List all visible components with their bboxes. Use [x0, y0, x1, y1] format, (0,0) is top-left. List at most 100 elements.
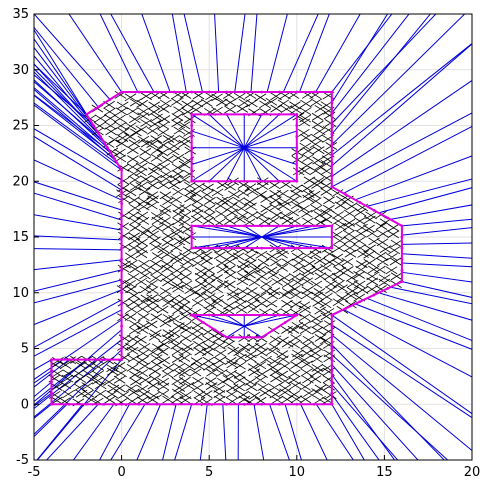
boundary-node [242, 224, 246, 228]
boundary-node [172, 402, 176, 406]
boundary-node [106, 146, 109, 150]
boundary-node [277, 224, 281, 228]
boundary-node [312, 246, 316, 250]
boundary-node [260, 112, 264, 116]
boundary-node [120, 347, 123, 350]
exterior-ray [331, 14, 431, 135]
boundary-node [207, 179, 211, 183]
exterior-ray [343, 309, 472, 378]
boundary-node [277, 402, 281, 406]
boundary-node [330, 380, 334, 384]
boundary-node [330, 174, 334, 178]
boundary-node [120, 179, 123, 183]
boundary-node [277, 313, 281, 317]
x-tick-label: 5 [205, 465, 213, 480]
boundary-node [330, 324, 334, 328]
exterior-ray [45, 403, 99, 460]
exterior-ray [331, 14, 410, 114]
hole-top-fan-line [191, 147, 245, 166]
boundary-node [120, 257, 123, 261]
boundary-node [190, 224, 194, 228]
boundary-node [120, 202, 123, 205]
boundary-node [330, 224, 334, 228]
exterior-ray [331, 314, 472, 415]
boundary-node [190, 90, 194, 94]
boundary-node [155, 90, 159, 94]
hole-top-fan-line [243, 147, 263, 182]
boundary-node [120, 302, 123, 306]
boundary-node [295, 146, 299, 150]
hatch-marks [48, 90, 403, 407]
boundary-node [277, 90, 281, 94]
boundary-node [92, 124, 95, 127]
boundary-node [120, 324, 123, 328]
boundary-node [155, 402, 159, 406]
boundary-node [330, 347, 334, 350]
boundary-node [260, 335, 264, 339]
boundary-node [190, 168, 194, 172]
boundary-node [225, 246, 229, 250]
exterior-ray [237, 404, 239, 460]
boundary-node [225, 90, 229, 94]
hole-lower-fan-line [191, 314, 245, 327]
hole-fan-lines [191, 113, 332, 338]
boundary-node [330, 153, 334, 157]
boundary-node [225, 335, 229, 339]
hole-middle-fan-line [191, 225, 262, 238]
boundary-polygons [50, 90, 404, 406]
exterior-ray [99, 404, 130, 460]
mesh-hatch-marks [48, 90, 403, 407]
boundary-node [120, 269, 123, 272]
boundary-node [102, 402, 106, 406]
boundary-node [400, 269, 404, 272]
exterior-ray [162, 404, 177, 460]
boundary-node [50, 358, 53, 362]
hole-top-fan-line [208, 147, 245, 182]
boundary-node [277, 246, 281, 250]
boundary-node [50, 369, 53, 373]
boundary-node [85, 112, 88, 116]
x-tick-label: 15 [376, 465, 393, 480]
exterior-ray [300, 404, 328, 460]
boundary-node [330, 391, 334, 395]
boundary-node [386, 286, 390, 290]
hole-top-fan-line [244, 147, 297, 166]
boundary-node [50, 391, 53, 395]
boundary-node [207, 224, 211, 228]
exterior-ray [401, 227, 472, 236]
boundary-node [400, 224, 404, 228]
boundary-node [120, 280, 123, 283]
boundary-node [120, 90, 123, 94]
boundary-node [225, 112, 229, 116]
exterior-ray [222, 404, 227, 460]
hole-top-fan-line [226, 147, 245, 182]
boundary-node [190, 124, 194, 127]
boundary-node [225, 179, 229, 183]
hole-middle-fan-line [209, 236, 262, 249]
boundary-node [330, 111, 334, 115]
boundary-node [120, 213, 123, 217]
hole-top-fan-line [191, 130, 245, 149]
y-tick-label: 0 [21, 397, 29, 412]
y-tick-label: 5 [21, 342, 29, 357]
boundary-node [225, 224, 229, 228]
boundary-node [50, 380, 53, 384]
boundary-node [213, 328, 217, 332]
boundary-node [190, 402, 194, 406]
boundary-node [260, 246, 264, 250]
boundary-node [190, 112, 194, 116]
hole-top-fan-line [243, 113, 280, 149]
hole-top-fan-line [191, 147, 245, 182]
exterior-ray [331, 79, 472, 177]
boundary-node [137, 402, 141, 406]
boundary-node [400, 257, 404, 261]
boundary-node [102, 358, 106, 362]
hole-top-fan-line [226, 114, 245, 149]
boundary-node [50, 402, 53, 406]
boundary-node [96, 105, 100, 109]
boundary-node [242, 112, 246, 116]
boundary-node [295, 313, 299, 317]
boundary-node [295, 135, 299, 139]
boundary-node [260, 402, 264, 406]
